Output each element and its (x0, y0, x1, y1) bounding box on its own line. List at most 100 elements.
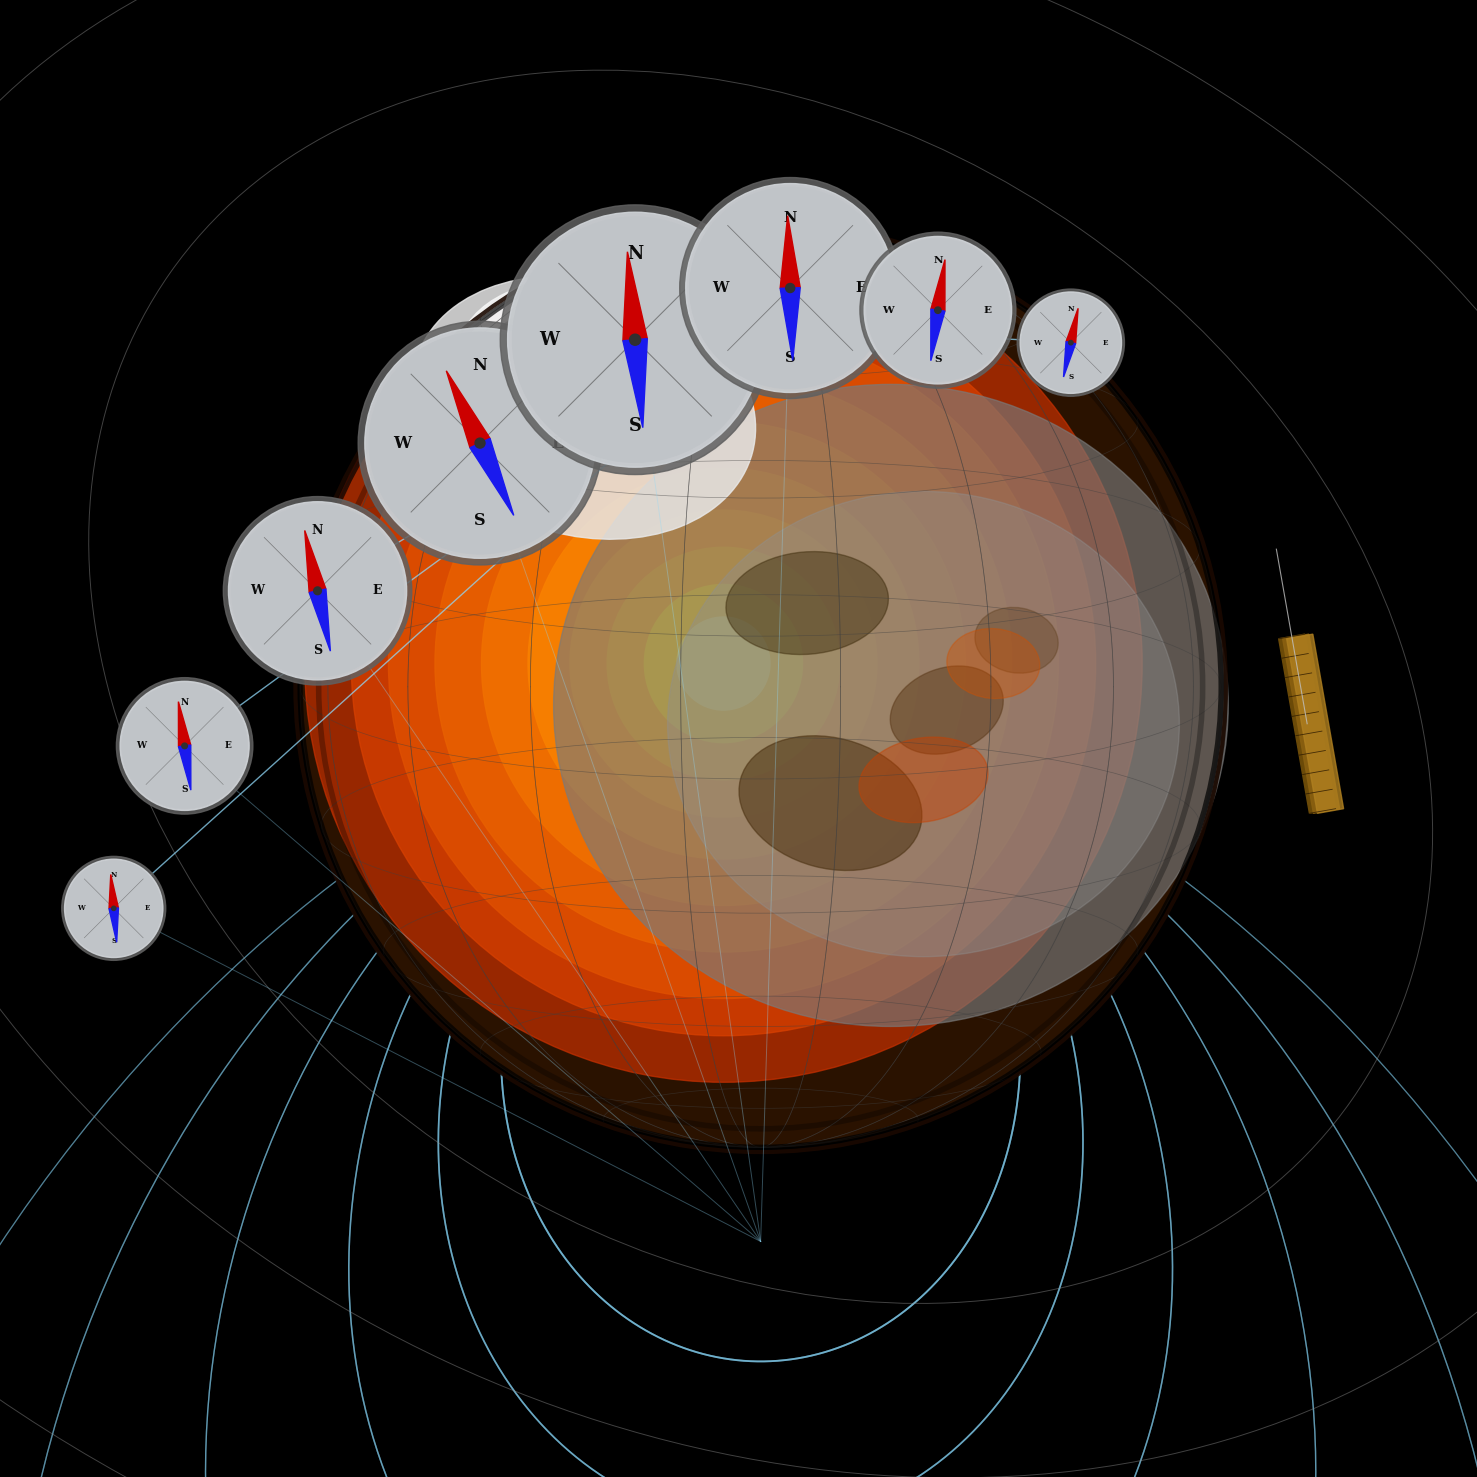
Circle shape (482, 421, 966, 905)
Polygon shape (179, 702, 191, 747)
Circle shape (685, 183, 895, 393)
Text: S: S (784, 352, 796, 365)
Circle shape (501, 205, 770, 474)
Ellipse shape (891, 666, 1003, 755)
Text: S: S (1068, 372, 1074, 381)
Circle shape (304, 245, 1142, 1083)
Circle shape (644, 585, 802, 743)
Circle shape (117, 678, 253, 814)
Text: W: W (251, 585, 264, 597)
Polygon shape (470, 439, 514, 515)
Text: W: W (393, 434, 412, 452)
Text: W: W (136, 741, 146, 750)
Text: W: W (539, 331, 560, 349)
Circle shape (112, 907, 115, 910)
Text: N: N (933, 256, 942, 264)
Circle shape (434, 375, 1012, 953)
Circle shape (300, 226, 1221, 1148)
Ellipse shape (668, 492, 1179, 957)
Text: W: W (1032, 338, 1041, 347)
Text: N: N (312, 524, 323, 538)
Circle shape (62, 857, 165, 960)
Text: N: N (1068, 304, 1074, 313)
Polygon shape (1286, 634, 1344, 814)
Circle shape (1069, 341, 1072, 344)
Circle shape (508, 213, 762, 467)
Polygon shape (780, 216, 801, 288)
Text: S: S (182, 784, 188, 793)
Circle shape (690, 188, 891, 388)
Ellipse shape (456, 281, 710, 461)
Polygon shape (109, 908, 118, 942)
Text: W: W (77, 904, 84, 913)
Text: E: E (372, 585, 383, 597)
Text: E: E (1102, 338, 1108, 347)
Text: W: W (882, 306, 894, 315)
Circle shape (679, 177, 901, 399)
Text: E: E (551, 434, 564, 452)
Text: N: N (180, 699, 189, 707)
Ellipse shape (975, 607, 1058, 674)
Polygon shape (1063, 341, 1075, 377)
Circle shape (232, 505, 403, 676)
Text: S: S (313, 644, 322, 657)
Circle shape (369, 332, 591, 554)
Circle shape (867, 239, 1009, 381)
Text: E: E (145, 904, 149, 913)
Text: N: N (783, 211, 798, 225)
Circle shape (313, 586, 322, 595)
Ellipse shape (412, 276, 756, 539)
Text: W: W (712, 281, 728, 295)
Polygon shape (1066, 309, 1078, 344)
Polygon shape (109, 874, 118, 908)
Polygon shape (1279, 634, 1335, 814)
Ellipse shape (738, 736, 922, 870)
Circle shape (388, 328, 1059, 998)
Circle shape (1018, 289, 1124, 396)
Polygon shape (304, 530, 326, 592)
Polygon shape (179, 744, 191, 790)
Ellipse shape (727, 551, 888, 654)
Circle shape (570, 510, 877, 817)
Ellipse shape (860, 737, 988, 823)
Circle shape (676, 617, 770, 710)
Circle shape (860, 232, 1016, 388)
Text: S: S (474, 513, 486, 529)
Circle shape (1022, 294, 1120, 391)
Circle shape (65, 860, 162, 957)
Circle shape (864, 236, 1012, 384)
Text: E: E (984, 306, 991, 315)
Circle shape (476, 439, 484, 448)
Polygon shape (931, 260, 945, 312)
Text: N: N (473, 357, 487, 374)
Circle shape (1021, 292, 1121, 393)
Circle shape (629, 334, 641, 346)
Ellipse shape (554, 384, 1229, 1027)
Text: E: E (713, 331, 728, 349)
Polygon shape (1282, 634, 1340, 814)
Circle shape (935, 307, 941, 313)
Polygon shape (623, 251, 647, 341)
Circle shape (295, 222, 1226, 1152)
Circle shape (229, 502, 406, 679)
Polygon shape (446, 371, 490, 448)
Circle shape (786, 284, 795, 292)
Circle shape (365, 328, 595, 558)
Text: E: E (855, 281, 866, 295)
Ellipse shape (947, 629, 1040, 699)
Circle shape (123, 684, 247, 808)
Circle shape (120, 681, 250, 811)
Circle shape (513, 217, 758, 462)
Circle shape (182, 743, 188, 749)
Circle shape (66, 861, 161, 956)
Text: S: S (629, 417, 641, 434)
Circle shape (223, 496, 412, 685)
Text: S: S (933, 356, 942, 365)
Circle shape (607, 546, 840, 780)
Text: S: S (111, 938, 117, 945)
Polygon shape (931, 309, 945, 360)
Text: E: E (225, 741, 232, 750)
Text: N: N (111, 871, 117, 879)
Polygon shape (780, 288, 801, 360)
Circle shape (529, 468, 919, 860)
